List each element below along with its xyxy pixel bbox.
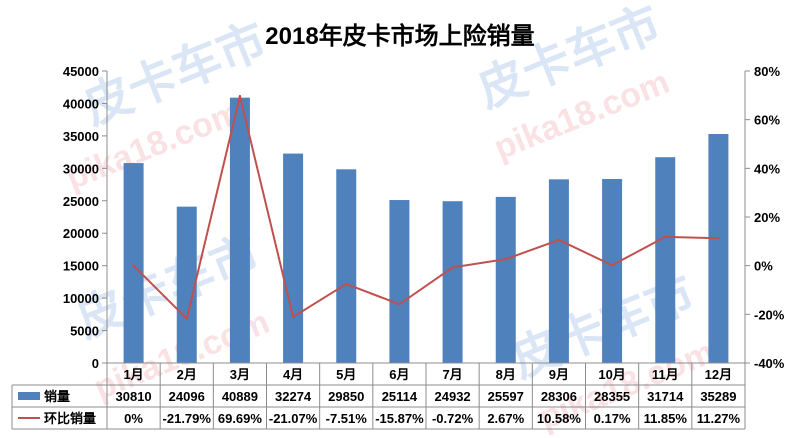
y-left-tick-label: 25000: [63, 194, 99, 209]
table-cell-line-value: -0.72%: [432, 411, 474, 426]
table-cell-bar-value: 25597: [488, 389, 524, 404]
table-cell-line-value: -15.87%: [375, 411, 424, 426]
bar: [336, 169, 357, 363]
x-tick-label: 5月: [336, 367, 356, 382]
table-cell-line-value: 2.67%: [487, 411, 524, 426]
table-cell-bar-value: 29850: [328, 389, 364, 404]
bar: [602, 179, 623, 363]
line-point: [238, 94, 242, 98]
bar: [548, 179, 569, 363]
x-tick-label: 12月: [705, 367, 732, 382]
table-cell-bar-value: 24096: [169, 389, 205, 404]
x-tick-label: 8月: [496, 367, 516, 382]
x-tick-label: 9月: [549, 367, 569, 382]
legend-label-bar: 销量: [44, 389, 70, 404]
line-point: [664, 235, 667, 239]
x-tick-label: 11月: [652, 367, 679, 382]
bar: [708, 134, 729, 363]
y-right-tick-label: 40%: [754, 161, 780, 176]
bar: [655, 157, 676, 363]
line-series: [132, 94, 720, 321]
x-tick-label: 3月: [230, 367, 250, 382]
table-cell-bar-value: 25114: [382, 389, 418, 404]
y-right-tick-label: -20%: [754, 307, 785, 322]
legend-key-bar: [18, 392, 40, 400]
y-left-tick-label: 15000: [63, 259, 99, 274]
bar: [389, 200, 410, 363]
table-cell-bar-value: 31714: [647, 389, 684, 404]
y-left-tick-label: 5000: [70, 324, 99, 339]
bar: [442, 201, 463, 363]
table-cell-bar-value: 28355: [594, 389, 630, 404]
y-right-tick-label: 60%: [754, 113, 780, 128]
bar: [229, 97, 250, 364]
x-tick-label: 6月: [389, 367, 409, 382]
y-right-tick-label: 80%: [754, 64, 780, 79]
line-point: [185, 317, 188, 320]
x-tick-label: 4月: [283, 367, 303, 382]
table-cell-line-value: 11.27%: [697, 411, 741, 426]
line-point: [132, 264, 135, 267]
table-cell-bar-value: 40889: [222, 389, 258, 404]
bar: [176, 206, 197, 363]
table-cell-line-value: 10.58%: [537, 411, 582, 426]
line-point: [504, 257, 507, 261]
y-left-tick-label: 30000: [63, 161, 99, 176]
table-cell-line-value: -21.79%: [163, 411, 212, 426]
y-left-tick-label: 35000: [63, 129, 99, 144]
line-path: [132, 95, 719, 321]
line-point: [610, 264, 614, 267]
table-cell-line-value: -7.51%: [326, 411, 368, 426]
legend-label-line: 环比销量: [44, 411, 96, 426]
line-point: [291, 315, 295, 319]
y-right-tick-label: 0%: [754, 259, 773, 274]
y-left-tick-label: 20000: [63, 226, 99, 241]
table-cell-line-value: -21.07%: [269, 411, 318, 426]
table-cell-bar-value: 35289: [700, 389, 736, 404]
line-point: [717, 237, 720, 240]
bar-series: [123, 97, 729, 364]
y-left-tick-label: 40000: [63, 96, 99, 111]
y-left-tick-label: 45000: [63, 64, 99, 79]
y-left-tick-label: 0: [92, 356, 99, 371]
chart-title: 2018年皮卡市场上险销量: [265, 22, 534, 50]
x-tick-label: 1月: [123, 367, 143, 382]
y-left-tick-label: 10000: [63, 291, 99, 306]
x-tick-label: 10月: [598, 367, 625, 382]
bar: [283, 153, 304, 363]
bar: [123, 163, 144, 363]
table-cell-bar-value: 24932: [435, 389, 471, 404]
y-right-tick-label: 20%: [754, 210, 780, 225]
line-point: [451, 266, 454, 269]
table-cell-bar-value: 30810: [116, 389, 152, 404]
table-cell-line-value: 69.69%: [218, 411, 263, 426]
bar: [495, 196, 516, 363]
line-point: [557, 238, 561, 242]
line-point: [398, 303, 401, 306]
x-tick-label: 7月: [442, 367, 462, 382]
table-cell-bar-value: 28306: [541, 389, 577, 404]
table-cell-line-value: 0%: [124, 411, 143, 426]
axes: 0 5000 10000 15000 20000 25000 30000 35000 40000…: [63, 64, 785, 371]
y-right-tick-label: -40%: [754, 356, 785, 371]
table-cell-bar-value: 32274: [275, 389, 312, 404]
table-cell-line-value: 11.85%: [644, 411, 688, 426]
table-cell-line-value: 0.17%: [594, 411, 631, 426]
line-point: [345, 282, 348, 286]
x-tick-label: 2月: [177, 367, 197, 382]
